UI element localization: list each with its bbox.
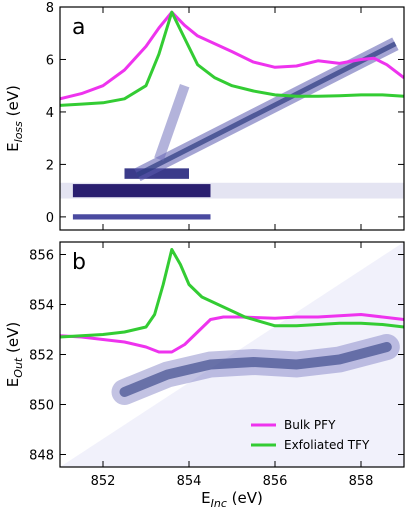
y-tick-label: 6 (46, 53, 54, 68)
ticks: 848 850 852 854 856 852 854 856 858 (29, 242, 404, 489)
y-axis-title-sub: loss (12, 121, 25, 143)
intensity-map (60, 242, 404, 467)
fluorescence-diagonal-core (136, 41, 397, 178)
x-axis-title: EInc (eV) (201, 489, 263, 510)
y-tick-label: 2 (46, 158, 54, 173)
dd-excitation-band (72, 184, 211, 198)
y-axis-title-unit: (eV) (4, 85, 22, 121)
y-tick-label: 4 (46, 106, 54, 121)
series-line-exfoliated-tfy (60, 248, 404, 339)
y-tick-label: 0 (46, 211, 54, 226)
series-lines (60, 248, 404, 354)
legend-label: Bulk PFY (284, 418, 336, 432)
y-tick-label: 8 (46, 1, 54, 16)
x-tick-label: 856 (263, 474, 288, 489)
ticks: 0 2 4 6 8 (46, 1, 404, 230)
x-tick-label: 854 (177, 474, 202, 489)
x-axis-title-sub: Inc (211, 497, 227, 510)
legend-label: Exfoliated TFY (284, 438, 370, 452)
legend: Bulk PFY Exfoliated TFY (251, 418, 370, 452)
series-line-bulk-pfy (60, 10, 404, 101)
y-axis-title-main: E (4, 378, 22, 387)
x-tick-label: 852 (91, 474, 116, 489)
y-tick-label: 852 (29, 349, 54, 364)
y-tick-label: 854 (29, 299, 54, 314)
series-line-bulk-pfy (60, 313, 404, 354)
x-axis-title-main: E (201, 489, 210, 507)
kinematic-region (60, 242, 404, 467)
resonance-streak (154, 84, 190, 161)
emission-band-core (119, 342, 392, 397)
y-axis-title-main: E (4, 142, 22, 151)
y-tick-label: 856 (29, 249, 54, 264)
x-tick-label: 858 (349, 474, 374, 489)
y-tick-label: 848 (29, 449, 54, 464)
y-axis-title-unit: (eV) (4, 322, 22, 358)
intensity-map (60, 37, 404, 220)
y-axis-title: Eloss (eV) (4, 85, 25, 152)
series-line-exfoliated-tfy (60, 10, 404, 107)
y-axis-title: EOut (eV) (4, 322, 25, 387)
y-axis-title-sub: Out (12, 357, 25, 378)
y-tick-label: 850 (29, 399, 54, 414)
x-axis-title-unit: (eV) (227, 489, 263, 507)
zero-loss-band (72, 214, 211, 220)
upper-dd-band (124, 168, 189, 179)
plot-frame (59, 6, 405, 231)
panel-letter: a (72, 15, 85, 40)
panel-letter: b (72, 250, 86, 275)
series-lines (60, 10, 404, 107)
panel-a: 0 2 4 6 8 a Eloss (eV) (4, 1, 405, 231)
